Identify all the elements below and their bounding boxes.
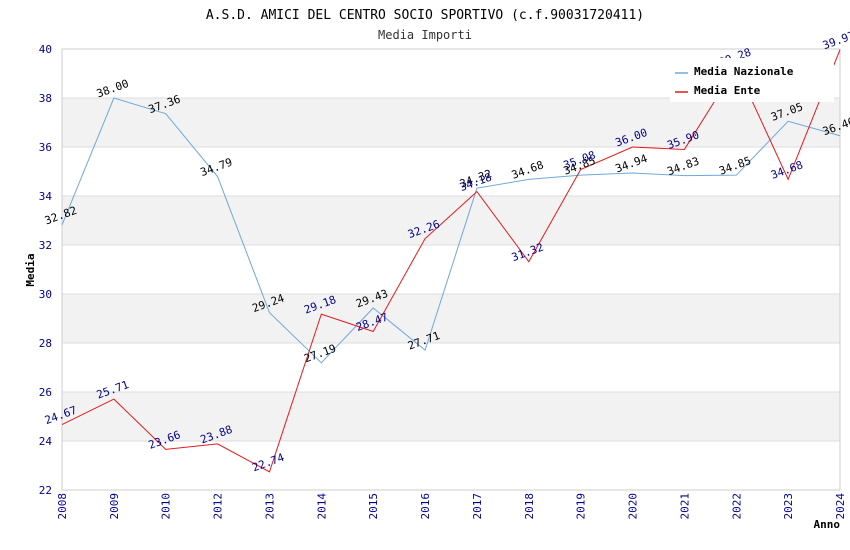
legend-label-media-ente: Media Ente [694,84,761,97]
y-tick-label: 34 [39,190,53,203]
x-tick-label: 2009 [108,493,121,520]
plot-band [62,441,840,490]
chart-subtitle: Media Importi [378,28,472,42]
y-tick-label: 26 [39,386,52,399]
plot-band [62,294,840,343]
legend-background [670,58,834,102]
plot-band [62,147,840,196]
x-tick-label: 2020 [627,493,640,520]
x-tick-labels: 2008 2009 2010 2012 2013 2014 2015 2016 2017 2018… [56,493,847,520]
legend-label-media-nazionale: Media Nazionale [694,65,794,78]
chart-title: A.S.D. AMICI DEL CENTRO SOCIO SPORTIVO (… [206,8,644,23]
x-tick-label: 2021 [678,493,691,520]
y-tick-labels: 22 24 26 28 30 32 34 36 38 40 [39,43,53,497]
y-axis-label: Media [24,253,37,286]
x-tick-label: 2010 [160,493,173,520]
y-tick-label: 28 [39,337,52,350]
y-tick-label: 30 [39,288,52,301]
x-tick-label: 2008 [56,493,69,520]
plot-band [62,98,840,147]
x-axis-label: Anno [814,518,841,531]
plot-band [62,392,840,441]
y-tick-label: 40 [39,43,52,56]
x-tick-label: 2014 [315,493,328,520]
x-tick-label: 2016 [419,493,432,520]
legend: Media Nazionale Media Ente [670,58,834,102]
y-tick-label: 24 [39,435,53,448]
x-tick-label: 2012 [212,493,225,520]
y-tick-label: 22 [39,484,52,497]
y-tick-label: 38 [39,92,52,105]
series-lines [61,49,841,473]
plot-band [62,196,840,245]
x-tick-label: 2017 [471,493,484,520]
plot-band [62,343,840,392]
plot-frame [61,48,841,491]
x-tick-label: 2019 [575,493,588,520]
x-tick-label: 2023 [782,493,795,520]
series-line-media-ente [61,49,841,473]
x-tick-label: 2022 [730,493,743,520]
series-line-media-nazionale [61,97,841,364]
y-tick-label: 32 [39,239,52,252]
x-tick-label: 2018 [523,493,536,520]
y-tick-label: 36 [39,141,52,154]
x-tick-label: 2015 [367,493,380,520]
x-tick-label: 2013 [263,493,276,520]
x-tick-label: 2024 [834,493,847,520]
